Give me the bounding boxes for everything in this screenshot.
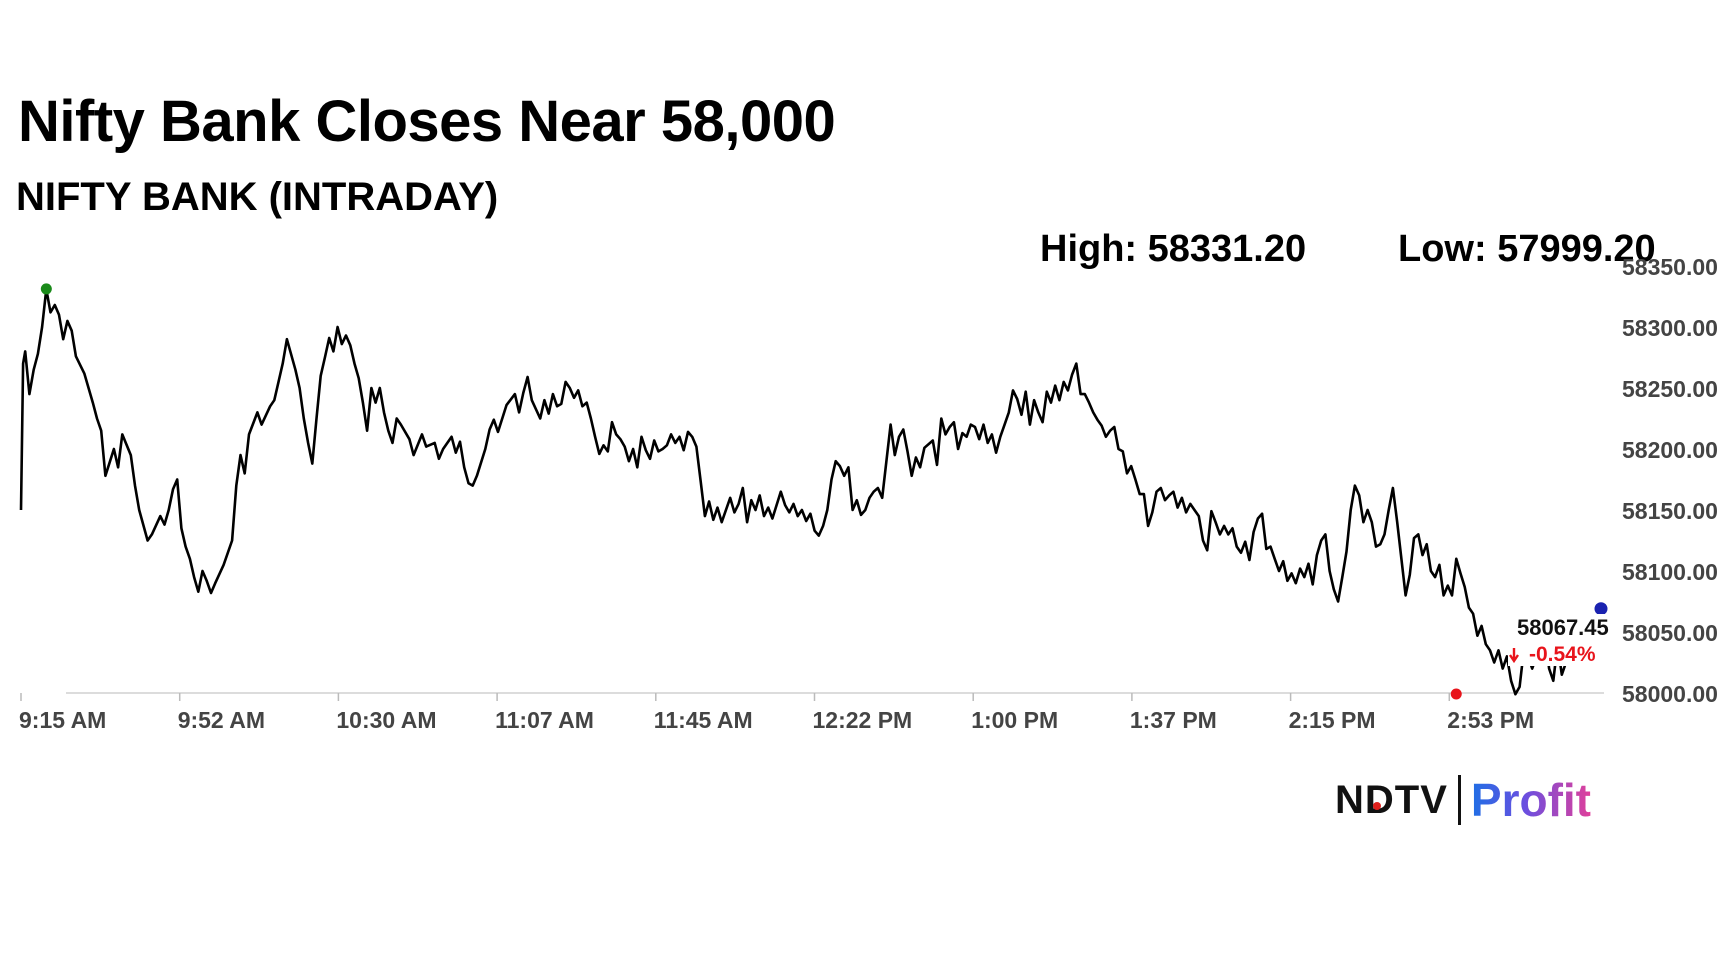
down-arrow-icon bbox=[1509, 648, 1519, 664]
y-tick-label: 58300.00 bbox=[1622, 315, 1718, 341]
y-tick-label: 58050.00 bbox=[1622, 620, 1718, 646]
ndtv-profit-logo: NDTV Profit bbox=[1335, 770, 1591, 830]
y-tick-label: 58200.00 bbox=[1622, 437, 1718, 463]
logo-divider bbox=[1457, 775, 1461, 825]
last-price-box bbox=[1508, 614, 1612, 666]
low-marker bbox=[1450, 688, 1462, 700]
x-tick-label: 9:15 AM bbox=[19, 707, 106, 733]
x-axis: 9:15 AM 9:52 AM 10:30 AM 11:07 AM 11:45 AM 12… bbox=[19, 692, 1604, 733]
profit-wordmark: Profit bbox=[1470, 774, 1591, 826]
ndtv-wordmark: NDTV bbox=[1335, 777, 1448, 822]
x-tick-label: 2:53 PM bbox=[1447, 707, 1534, 733]
chart-title: Nifty Bank Closes Near 58,000 bbox=[18, 89, 836, 154]
y-tick-label: 58100.00 bbox=[1622, 559, 1718, 585]
high-label: High: 58331.20 bbox=[1040, 228, 1307, 270]
x-tick-label: 12:22 PM bbox=[813, 707, 913, 733]
change-percent-label: -0.54% bbox=[1529, 643, 1596, 666]
x-tick-label: 2:15 PM bbox=[1289, 707, 1376, 733]
x-tick-label: 1:37 PM bbox=[1130, 707, 1217, 733]
chart-subtitle: NIFTY BANK (INTRADAY) bbox=[16, 175, 499, 219]
last-price-label: 58067.45 bbox=[1517, 615, 1609, 640]
high-marker bbox=[40, 283, 52, 295]
x-tick-label: 9:52 AM bbox=[178, 707, 265, 733]
markers: 58067.45 -0.54% bbox=[40, 283, 1612, 700]
y-tick-label: 58350.00 bbox=[1622, 254, 1718, 280]
last-price-marker bbox=[1594, 602, 1608, 616]
x-tick-label: 10:30 AM bbox=[336, 707, 436, 733]
y-tick-label: 58000.00 bbox=[1622, 681, 1718, 707]
low-label: Low: 57999.20 bbox=[1398, 228, 1656, 270]
x-tick-label: 1:00 PM bbox=[971, 707, 1058, 733]
x-tick-label: 11:07 AM bbox=[495, 707, 594, 733]
y-tick-label: 58150.00 bbox=[1622, 498, 1718, 524]
x-tick-label: 11:45 AM bbox=[654, 707, 753, 733]
y-axis: 58000.00 58050.00 58100.00 58150.00 58200.00… bbox=[1622, 254, 1718, 707]
price-line bbox=[19, 287, 1606, 696]
plot-area bbox=[19, 287, 1606, 696]
y-tick-label: 58250.00 bbox=[1622, 376, 1718, 402]
